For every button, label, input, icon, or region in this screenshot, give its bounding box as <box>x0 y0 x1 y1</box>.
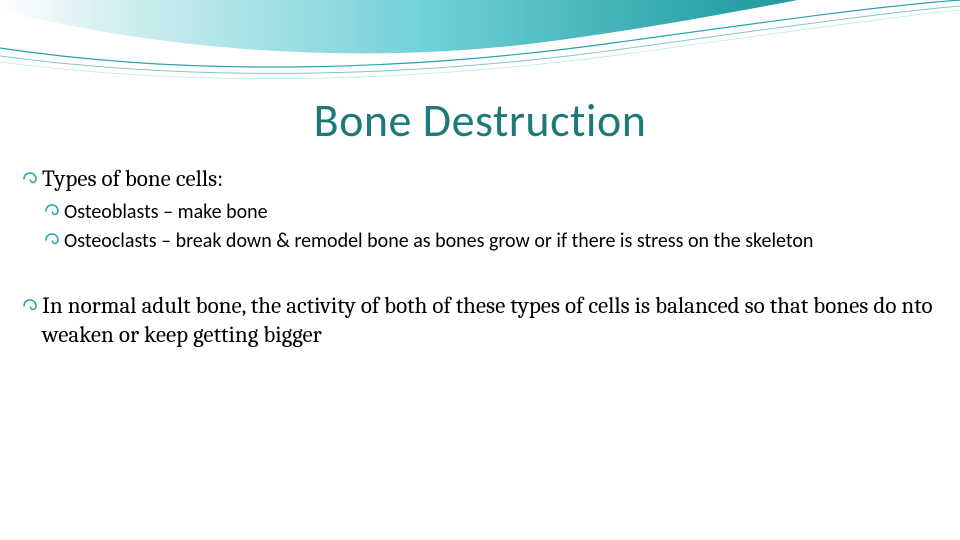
bullet-level-2: Osteoblasts – make bone <box>44 200 938 225</box>
bullet-text: Osteoblasts – make bone <box>64 200 938 225</box>
bullet-text: Types of bone cells: <box>42 165 938 194</box>
bullet-level-1: In normal adult bone, the activity of bo… <box>22 292 938 350</box>
bullet-marker-icon <box>22 295 40 350</box>
bullet-marker-icon <box>44 202 62 225</box>
slide-body: Types of bone cells: Osteoblasts – make b… <box>22 165 938 355</box>
bullet-gap <box>22 258 938 292</box>
bullet-text: Osteoclasts – break down & remodel bone … <box>64 229 938 254</box>
bullet-text: In normal adult bone, the activity of bo… <box>42 292 938 350</box>
slide-title: Bone Destruction <box>0 93 960 149</box>
bullet-marker-icon <box>44 231 62 254</box>
bullet-level-1: Types of bone cells: <box>22 165 938 194</box>
bullet-level-2: Osteoclasts – break down & remodel bone … <box>44 229 938 254</box>
bullet-marker-icon <box>22 168 40 194</box>
